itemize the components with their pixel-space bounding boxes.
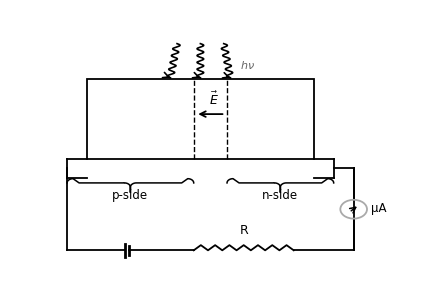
Text: μA: μA — [371, 202, 387, 214]
Text: n-side: n-side — [262, 188, 298, 202]
Bar — [87, 79, 314, 159]
Text: $h\nu$: $h\nu$ — [240, 59, 255, 71]
Text: $\vec{E}$: $\vec{E}$ — [209, 91, 218, 108]
Text: R: R — [240, 224, 248, 237]
Text: p-side: p-side — [112, 188, 148, 202]
